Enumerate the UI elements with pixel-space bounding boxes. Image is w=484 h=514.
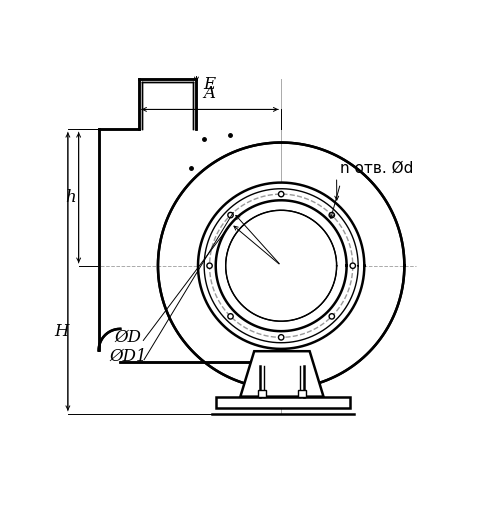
Text: h: h xyxy=(65,189,76,206)
Text: A: A xyxy=(204,85,215,102)
Circle shape xyxy=(278,335,284,340)
Circle shape xyxy=(207,263,212,268)
Text: ØD1: ØD1 xyxy=(109,348,147,365)
Polygon shape xyxy=(241,351,323,397)
Bar xyxy=(258,391,266,397)
Text: n отв. Ød: n отв. Ød xyxy=(340,160,414,175)
Circle shape xyxy=(198,182,364,349)
Text: H: H xyxy=(55,323,69,340)
Circle shape xyxy=(278,191,284,197)
Text: ØD: ØD xyxy=(114,329,141,346)
Circle shape xyxy=(228,314,233,319)
Polygon shape xyxy=(241,351,323,397)
Circle shape xyxy=(228,212,233,218)
Polygon shape xyxy=(99,79,281,362)
Circle shape xyxy=(329,314,334,319)
Text: E: E xyxy=(203,76,215,93)
Circle shape xyxy=(227,211,336,320)
Bar xyxy=(298,391,306,397)
Bar xyxy=(216,397,350,408)
Circle shape xyxy=(329,212,334,218)
Circle shape xyxy=(350,263,355,268)
